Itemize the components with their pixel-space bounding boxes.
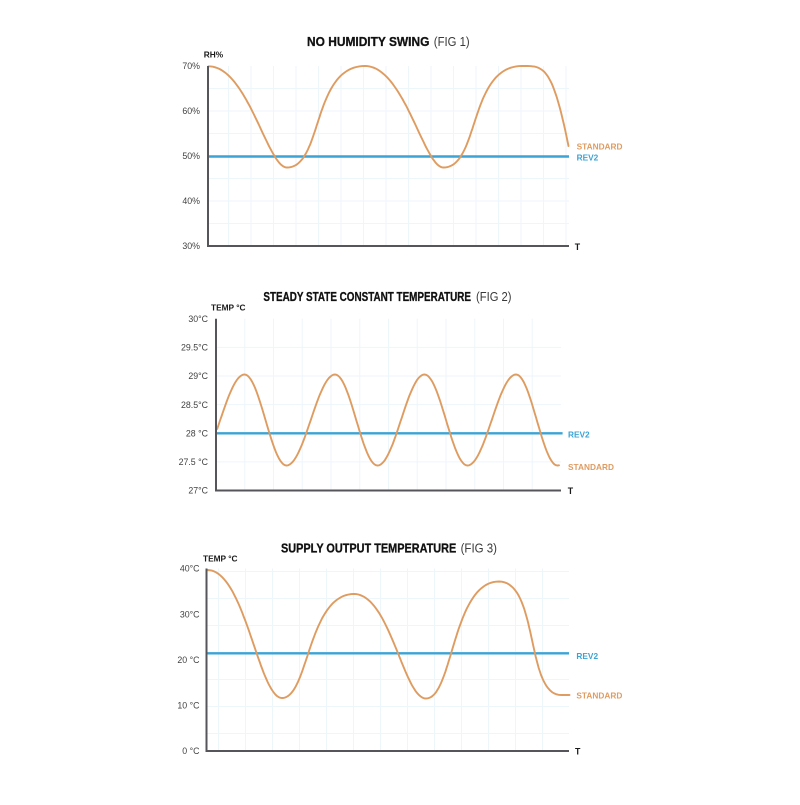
svg-text:30°C: 30°C (180, 610, 200, 620)
svg-text:SUPPLY OUTPUT TEMPERATURE: SUPPLY OUTPUT TEMPERATURE (281, 542, 456, 556)
svg-text:30%: 30% (182, 241, 200, 251)
svg-text:27°C: 27°C (188, 486, 208, 496)
svg-text:(FIG 2): (FIG 2) (476, 290, 512, 304)
svg-text:STANDARD: STANDARD (577, 141, 623, 151)
svg-text:28.5°C: 28.5°C (181, 400, 209, 410)
svg-text:T: T (575, 747, 581, 757)
svg-text:29.5°C: 29.5°C (181, 343, 209, 353)
svg-text:40°C: 40°C (180, 564, 200, 574)
svg-text:28 °C: 28 °C (186, 428, 209, 438)
svg-text:(FIG 3): (FIG 3) (461, 542, 497, 556)
svg-text:STANDARD: STANDARD (576, 691, 622, 701)
svg-text:REV2: REV2 (568, 429, 590, 439)
svg-text:T: T (575, 242, 581, 252)
svg-text:70%: 70% (182, 61, 200, 71)
svg-text:STANDARD: STANDARD (568, 462, 614, 472)
svg-text:60%: 60% (182, 106, 200, 116)
svg-text:RH%: RH% (204, 50, 224, 60)
svg-text:NO HUMIDITY SWING: NO HUMIDITY SWING (307, 35, 429, 49)
svg-text:T: T (568, 486, 574, 496)
svg-text:(FIG 1): (FIG 1) (434, 35, 470, 49)
svg-text:REV2: REV2 (577, 153, 599, 163)
svg-text:30°C: 30°C (188, 314, 208, 324)
svg-text:TEMP °C: TEMP °C (203, 554, 238, 564)
svg-text:0 °C: 0 °C (182, 746, 200, 756)
svg-text:20 °C: 20 °C (177, 655, 200, 665)
svg-text:10 °C: 10 °C (177, 701, 200, 711)
svg-text:40%: 40% (182, 196, 200, 206)
svg-text:27.5 °C: 27.5 °C (179, 457, 209, 467)
svg-text:TEMP °C: TEMP °C (211, 303, 246, 313)
svg-text:50%: 50% (182, 151, 200, 161)
svg-text:REV2: REV2 (576, 651, 598, 661)
svg-text:29°C: 29°C (188, 371, 208, 381)
svg-text:STEADY STATE CONSTANT TEMPERAT: STEADY STATE CONSTANT TEMPERATURE (263, 290, 471, 304)
